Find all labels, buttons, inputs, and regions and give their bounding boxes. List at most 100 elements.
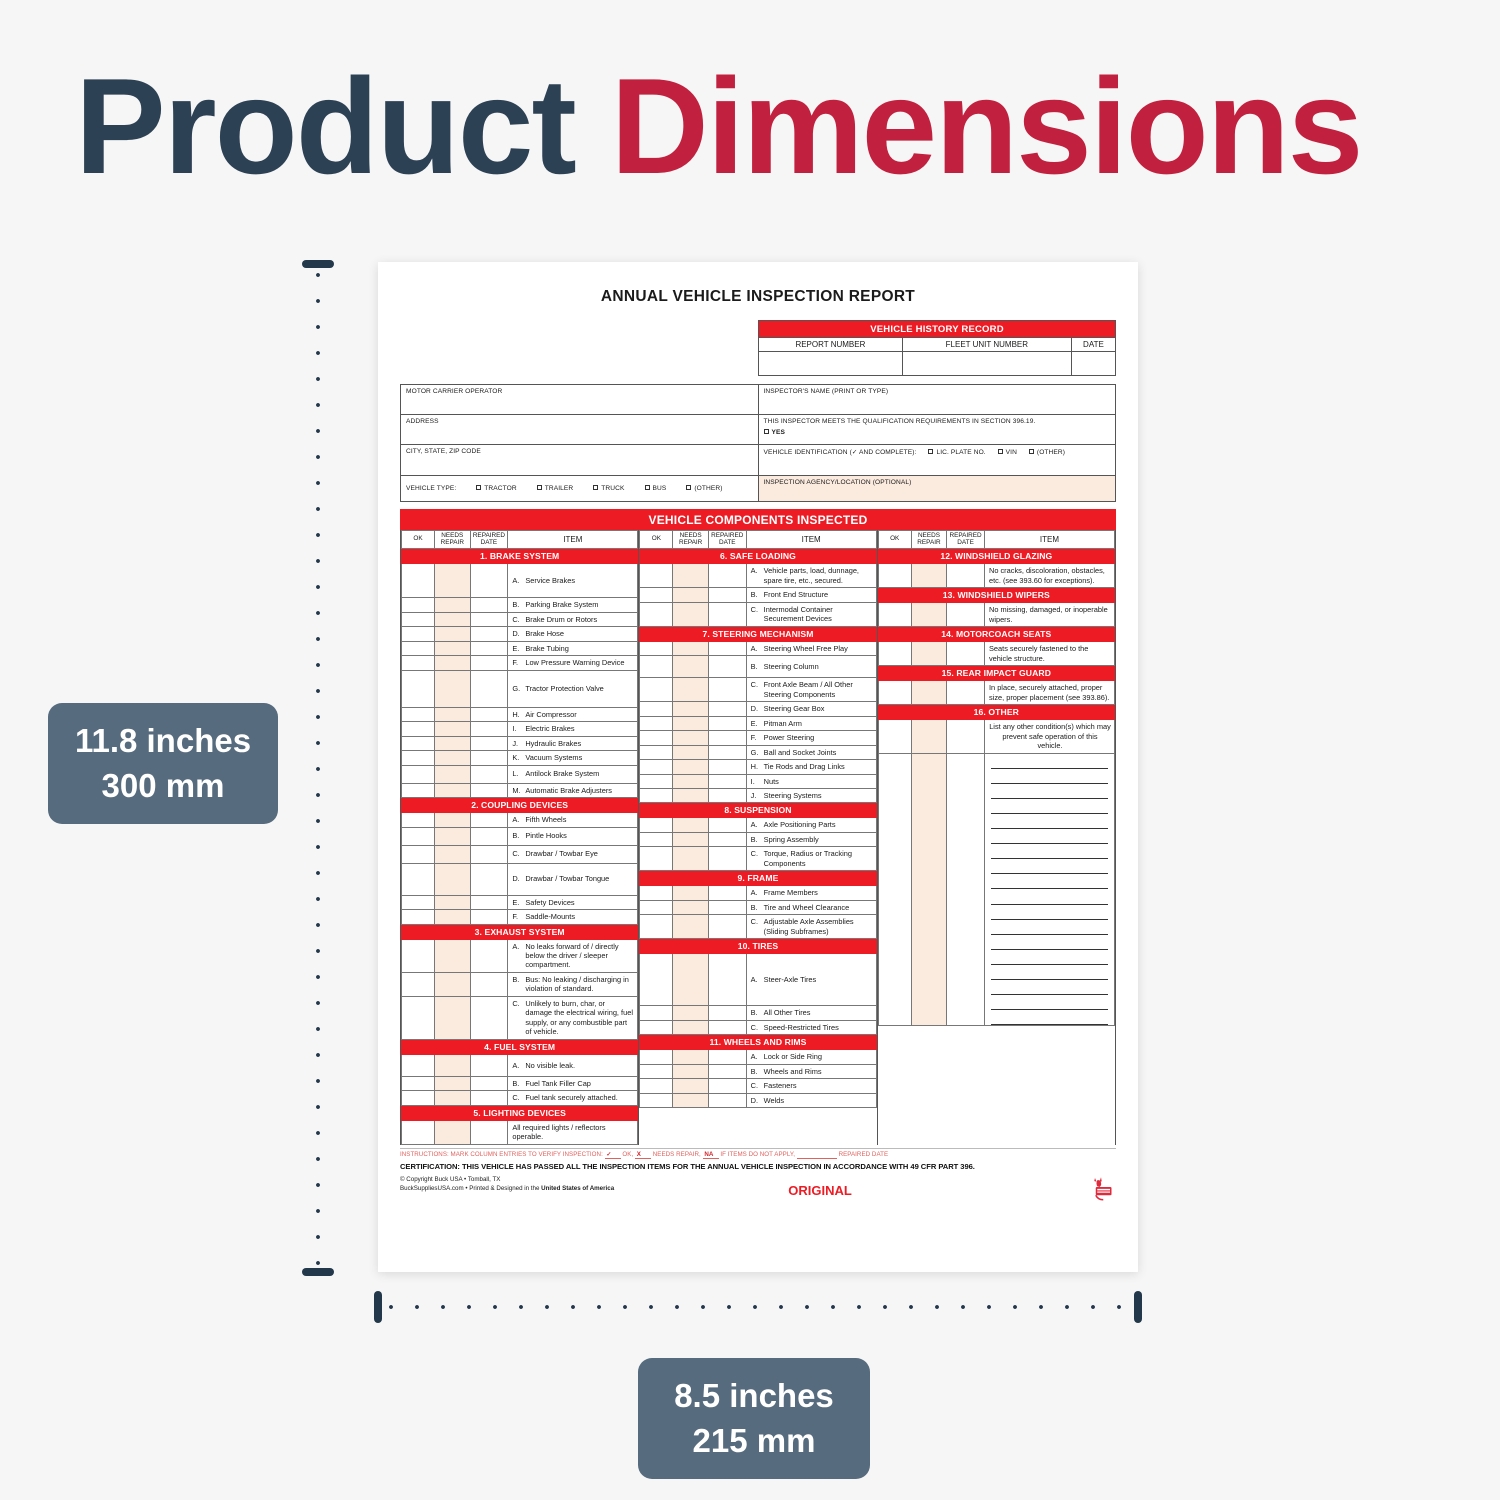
needs-repair-cell[interactable] bbox=[434, 894, 471, 911]
write-in-line[interactable] bbox=[990, 980, 1108, 996]
repaired-date-cell[interactable] bbox=[707, 846, 747, 872]
needs-repair-cell[interactable] bbox=[434, 909, 471, 925]
write-in-line[interactable] bbox=[990, 799, 1108, 814]
needs-repair-cell[interactable] bbox=[672, 1078, 709, 1094]
ok-checkbox-cell[interactable] bbox=[639, 899, 674, 916]
repaired-date-cell[interactable] bbox=[469, 1075, 509, 1092]
ok-checkbox-cell[interactable] bbox=[400, 1053, 436, 1077]
needs-repair-cell[interactable] bbox=[672, 914, 709, 940]
ok-checkbox-cell[interactable] bbox=[400, 597, 436, 613]
needs-repair-cell[interactable] bbox=[672, 773, 709, 790]
needs-repair-cell[interactable] bbox=[672, 885, 709, 901]
needs-repair-cell[interactable] bbox=[672, 953, 709, 1007]
ok-checkbox-cell[interactable] bbox=[639, 759, 674, 775]
checkbox-icon[interactable] bbox=[593, 485, 599, 490]
needs-repair-cell[interactable] bbox=[434, 640, 471, 657]
checkbox-icon[interactable] bbox=[536, 485, 542, 490]
ok-checkbox-cell[interactable] bbox=[639, 831, 674, 848]
ok-checkbox-cell[interactable] bbox=[639, 677, 674, 703]
ok-checkbox-cell[interactable] bbox=[400, 862, 436, 896]
repaired-date-cell[interactable] bbox=[469, 1090, 509, 1106]
ok-checkbox-cell[interactable] bbox=[639, 817, 674, 833]
ok-checkbox-cell[interactable] bbox=[639, 953, 674, 1007]
ok-checkbox-cell[interactable] bbox=[639, 846, 674, 872]
ok-checkbox-cell[interactable] bbox=[400, 764, 436, 784]
write-in-line[interactable] bbox=[990, 769, 1108, 784]
ok-checkbox-cell[interactable] bbox=[639, 1005, 674, 1021]
needs-repair-cell[interactable] bbox=[434, 938, 471, 973]
needs-repair-cell[interactable] bbox=[672, 759, 709, 775]
ok-checkbox-cell[interactable] bbox=[639, 1049, 674, 1065]
needs-repair-cell[interactable] bbox=[910, 602, 948, 628]
repaired-date-cell[interactable] bbox=[469, 812, 509, 828]
repaired-date-cell[interactable] bbox=[707, 899, 747, 916]
needs-repair-cell[interactable] bbox=[434, 1075, 471, 1092]
report-number-field[interactable] bbox=[758, 351, 903, 376]
repaired-date-cell[interactable] bbox=[946, 602, 985, 628]
needs-repair-cell[interactable] bbox=[434, 655, 471, 671]
needs-repair-cell[interactable] bbox=[672, 1092, 709, 1109]
write-in-line[interactable] bbox=[990, 754, 1108, 769]
repaired-date-cell[interactable] bbox=[707, 1049, 747, 1065]
repaired-date-cell[interactable] bbox=[469, 563, 509, 599]
ok-checkbox-cell[interactable] bbox=[400, 655, 436, 671]
needs-repair-cell[interactable] bbox=[910, 680, 948, 706]
needs-repair-cell[interactable] bbox=[672, 655, 709, 679]
ok-checkbox-cell[interactable] bbox=[400, 563, 436, 599]
needs-repair-cell[interactable] bbox=[434, 862, 471, 896]
write-in-line[interactable] bbox=[990, 859, 1108, 875]
ok-checkbox-cell[interactable] bbox=[400, 735, 436, 752]
repaired-date-cell[interactable] bbox=[469, 721, 509, 737]
repaired-date-cell[interactable] bbox=[707, 773, 747, 790]
ok-checkbox-cell[interactable] bbox=[400, 1075, 436, 1092]
ok-checkbox-cell[interactable] bbox=[639, 1019, 674, 1036]
write-in-line[interactable] bbox=[990, 814, 1108, 830]
ok-checkbox-cell[interactable] bbox=[400, 1090, 436, 1106]
repaired-date-cell[interactable] bbox=[946, 680, 985, 706]
repaired-date-cell[interactable] bbox=[469, 611, 509, 628]
ok-checkbox-cell[interactable] bbox=[400, 611, 436, 628]
ok-checkbox-cell[interactable] bbox=[639, 715, 674, 732]
needs-repair-cell[interactable] bbox=[672, 563, 709, 589]
repaired-date-cell[interactable] bbox=[469, 735, 509, 752]
fleet-unit-number-field[interactable] bbox=[901, 351, 1072, 376]
ok-checkbox-cell[interactable] bbox=[877, 680, 912, 706]
repaired-date-cell[interactable] bbox=[707, 730, 747, 746]
ok-checkbox-cell[interactable] bbox=[400, 640, 436, 657]
repaired-date-cell[interactable] bbox=[469, 826, 509, 846]
ok-checkbox-cell[interactable] bbox=[639, 1078, 674, 1094]
needs-repair-cell[interactable] bbox=[434, 844, 471, 864]
repaired-date-cell[interactable] bbox=[469, 764, 509, 784]
repaired-date-cell[interactable] bbox=[707, 914, 747, 940]
needs-repair-cell[interactable] bbox=[434, 782, 471, 799]
needs-repair-cell[interactable] bbox=[434, 626, 471, 642]
ok-checkbox-cell[interactable] bbox=[877, 641, 912, 667]
repaired-date-cell[interactable] bbox=[469, 971, 509, 997]
ok-checkbox-cell[interactable] bbox=[400, 844, 436, 864]
repaired-date-cell[interactable] bbox=[707, 655, 747, 679]
ok-checkbox-cell[interactable] bbox=[400, 826, 436, 846]
repaired-date-cell[interactable] bbox=[707, 1092, 747, 1109]
needs-repair-cell[interactable] bbox=[434, 721, 471, 737]
write-in-line[interactable] bbox=[990, 829, 1108, 845]
needs-repair-cell[interactable] bbox=[672, 744, 709, 761]
write-in-line[interactable] bbox=[990, 874, 1108, 890]
write-in-line[interactable] bbox=[990, 784, 1108, 799]
write-in-line[interactable] bbox=[990, 935, 1108, 950]
inspection-agency-field[interactable]: INSPECTION AGENCY/LOCATION (OPTIONAL) bbox=[757, 475, 1116, 502]
ok-checkbox-cell[interactable] bbox=[877, 563, 912, 589]
ok-checkbox-cell[interactable] bbox=[400, 938, 436, 973]
ok-checkbox-cell[interactable] bbox=[400, 1119, 436, 1145]
ok-checkbox-cell[interactable] bbox=[400, 894, 436, 911]
address-field[interactable]: ADDRESS bbox=[400, 414, 759, 445]
needs-repair-cell[interactable] bbox=[672, 715, 709, 732]
repaired-date-cell[interactable] bbox=[707, 885, 747, 901]
ok-checkbox-cell[interactable] bbox=[877, 602, 912, 628]
needs-repair-cell[interactable] bbox=[434, 611, 471, 628]
repaired-date-cell[interactable] bbox=[707, 787, 747, 804]
ok-checkbox-cell[interactable] bbox=[639, 601, 674, 627]
needs-repair-cell[interactable] bbox=[672, 787, 709, 804]
ok-checkbox-cell[interactable] bbox=[877, 752, 912, 1027]
repaired-date-cell[interactable] bbox=[707, 1063, 747, 1080]
ok-checkbox-cell[interactable] bbox=[400, 750, 436, 766]
